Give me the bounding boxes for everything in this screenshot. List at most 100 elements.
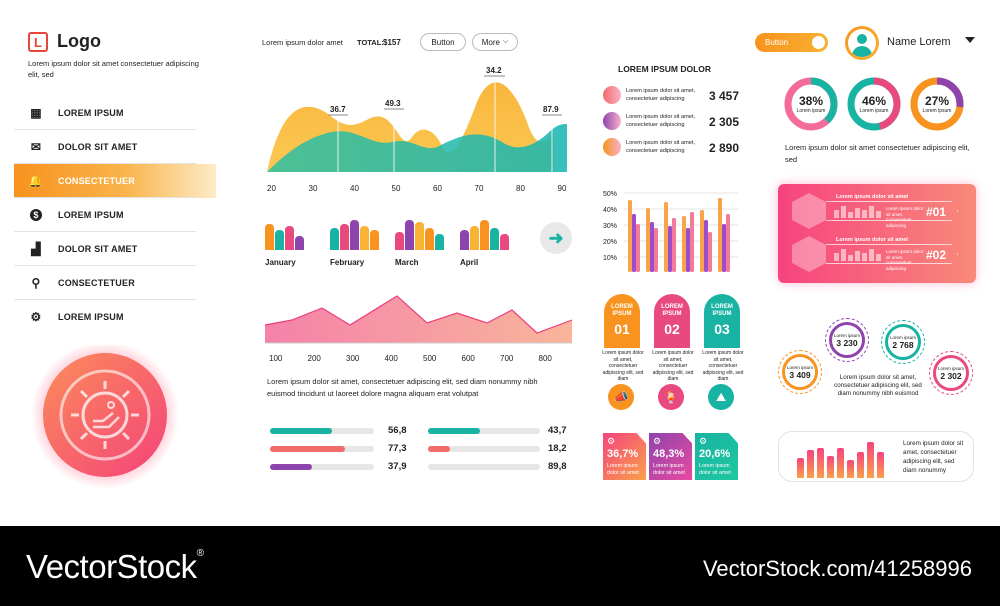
donut-label: Lorem ipsum — [859, 108, 889, 114]
list-item-text: Lorem ipsum dolor sit amet, consectetuer… — [626, 88, 696, 102]
bubble-label: Lorem ipsum — [889, 334, 916, 340]
hex-row-tag: #02 — [926, 248, 947, 262]
sidebar-item[interactable]: ⚲ CONSECTETUER — [14, 266, 216, 300]
footer-brand: VectorStock® — [26, 548, 204, 586]
peak-label: 34.2 — [486, 66, 502, 75]
cup-icon[interactable]: 🍹 — [658, 384, 684, 410]
progress-value: 37,9 — [388, 461, 407, 472]
list-item-text: Lorem ipsum dolor sit amet, consectetuer… — [626, 140, 696, 154]
month-label: March — [395, 258, 419, 267]
stat-card-value: 36,7% — [607, 448, 639, 460]
mini-bar — [797, 458, 804, 478]
hex-row-title: Lorem ipsum dolor sit amet — [836, 237, 909, 243]
mail-icon: ✉ — [30, 140, 42, 154]
sidebar-item-label: LOREM IPSUM — [58, 312, 124, 322]
hex-row-bar — [834, 253, 839, 261]
arrow-right-icon: ➜ — [548, 227, 564, 248]
donut-label: Lorem ipsum — [922, 108, 952, 114]
sidebar-item[interactable]: ▟ DOLOR SIT AMET — [14, 232, 216, 266]
list-item-value: 2 890 — [709, 141, 740, 155]
progress-value: 18,2 — [548, 443, 567, 454]
grouped-bar — [650, 222, 654, 272]
y-tick-label: 50% — [603, 191, 617, 198]
progress-fill — [428, 446, 451, 452]
month-bar — [340, 224, 349, 250]
month-bar — [295, 236, 304, 250]
divider — [14, 163, 196, 164]
hex-row-bar — [862, 210, 867, 218]
month-label: February — [330, 258, 365, 267]
mini-bar — [847, 460, 854, 478]
hex-row-bar — [855, 251, 860, 261]
hex-row-bar — [876, 211, 881, 218]
hex-row-bar — [834, 210, 839, 218]
user-menu-caret-icon[interactable] — [965, 37, 975, 43]
step-number: 02 — [664, 321, 680, 337]
logo-text: Logo — [57, 31, 101, 51]
toggle-switch[interactable]: Button — [755, 33, 828, 52]
peak-label: 36.7 — [330, 105, 346, 114]
progress-value: 56,8 — [388, 425, 407, 436]
donut-label: Lorem ipsum — [796, 108, 826, 114]
donut-value: 38% — [798, 94, 824, 108]
progress-value: 43,7 — [548, 425, 567, 436]
sidebar-item-label: DOLOR SIT AMET — [58, 142, 138, 152]
donut-chart — [847, 77, 901, 131]
step-title: LOREM IPSUM — [661, 304, 683, 317]
toggle-label: Button — [765, 38, 789, 47]
step-badge — [704, 294, 740, 348]
grouped-bar — [628, 200, 632, 272]
next-arrow-button[interactable]: ➜ — [540, 222, 572, 254]
mountain-icon[interactable]: ⛰ — [708, 384, 734, 410]
header-button[interactable]: Button — [420, 33, 466, 51]
progress-track — [270, 446, 374, 452]
month-bar — [370, 230, 379, 250]
donut-chart — [910, 77, 964, 131]
megaphone-icon[interactable]: 📣 — [608, 384, 634, 410]
progress-track — [270, 428, 374, 434]
mini-bar — [837, 448, 844, 478]
user-name[interactable]: Name Lorem — [887, 36, 951, 48]
bell-icon: 🔔 — [28, 174, 44, 188]
stat-card: ⚙ 20,6% Lorem ipsum dolor sit amet — [695, 433, 738, 480]
mini-bar-text: Lorem ipsum dolor sit amet, consectetuer… — [903, 440, 964, 474]
footer-url: VectorStock.com/41258996 — [702, 556, 972, 581]
x-tick-label: 50 — [392, 184, 401, 193]
grouped-bar — [718, 198, 722, 272]
list-item-value: 3 457 — [709, 89, 740, 103]
progress-track — [428, 446, 540, 452]
area-chart: 36.7 49.3 34.2 87.9 20 30 40 50 60 70 80 90 — [267, 66, 567, 193]
x-tick-label: 500 — [423, 354, 437, 363]
bubble-caption: Lorem ipsum dolor sit amet, consectetuer… — [834, 374, 922, 397]
sidebar-item[interactable]: $ LOREM IPSUM — [14, 198, 216, 232]
hexagon-icon — [792, 236, 826, 272]
grouped-bar — [700, 210, 704, 272]
sidebar-item[interactable]: 🔔 CONSECTETUER — [14, 164, 216, 198]
list-item-value: 2 305 — [709, 115, 740, 129]
avatar[interactable] — [845, 26, 879, 60]
sidebar-item-label: DOLOR SIT AMET — [58, 244, 138, 254]
list-panel-title: LOREM IPSUM DOLOR — [618, 64, 712, 74]
grouped-bar — [632, 214, 636, 272]
sidebar-item[interactable]: ⚙ LOREM IPSUM — [14, 300, 216, 334]
stat-card-text: Lorem ipsum dolor sit amet — [653, 463, 685, 476]
month-bar — [500, 234, 509, 250]
stat-card-value: 48,3% — [653, 448, 685, 460]
more-dropdown[interactable]: More ⌵ — [472, 33, 518, 51]
progress-track — [428, 464, 540, 470]
mini-bar-card: Lorem ipsum dolor sit amet, consectetuer… — [778, 431, 974, 482]
x-tick-label: 60 — [433, 184, 442, 193]
sidebar-item[interactable]: ▦ LOREM IPSUM — [14, 96, 216, 130]
sidebar-item-label: LOREM IPSUM — [58, 108, 124, 118]
bubble-label: Lorem ipsum — [833, 332, 860, 338]
progress-fill — [270, 446, 345, 452]
more-label: More — [481, 37, 500, 47]
donut-caption: Lorem ipsum dolor sit amet consectetuer … — [785, 143, 970, 164]
month-bar — [470, 226, 479, 250]
divider — [14, 129, 196, 130]
sidebar-item[interactable]: ✉ DOLOR SIT AMET — [14, 130, 216, 164]
bubble-label: Lorem ipsum — [786, 364, 813, 370]
grouped-bar — [708, 232, 712, 272]
stat-card: ⚙ 36,7% Lorem ipsum dolor sit amet — [603, 433, 646, 480]
grouped-bar — [704, 220, 708, 272]
